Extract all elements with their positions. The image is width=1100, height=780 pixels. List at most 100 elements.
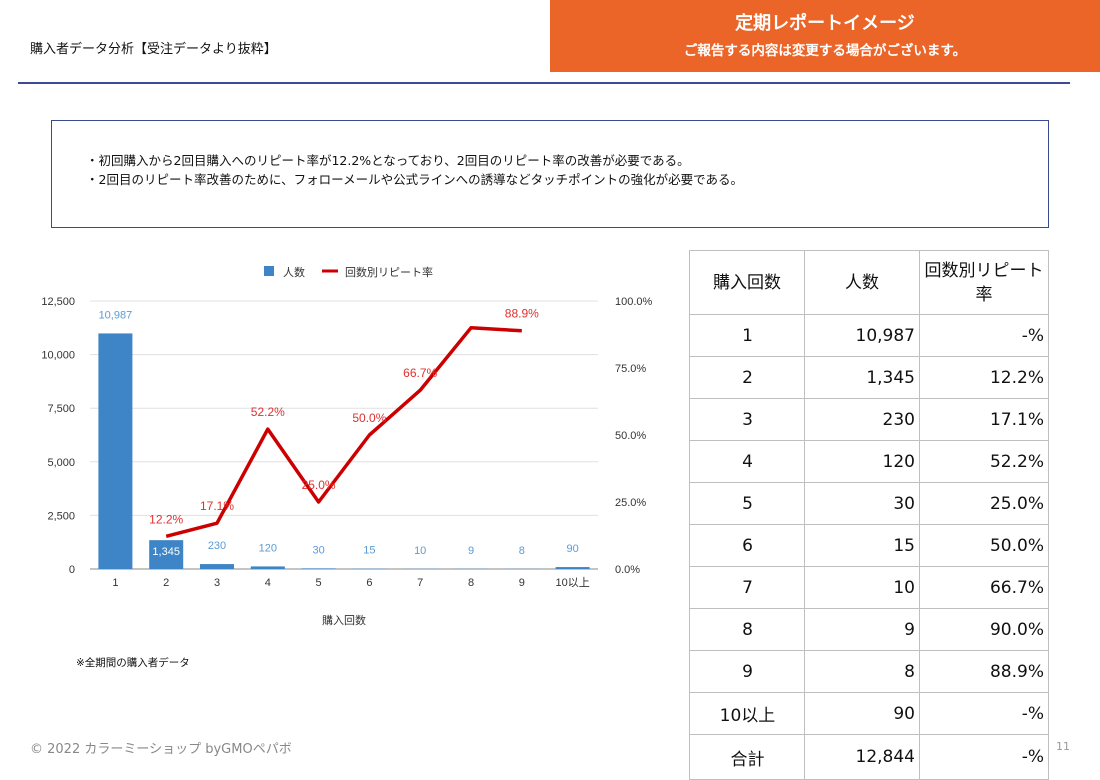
bar: [200, 564, 234, 569]
banner-subtitle: ご報告する内容は変更する場合がございます。: [550, 39, 1100, 59]
table-cell: 66.7%: [920, 567, 1049, 609]
y-left-tick-label: 10,000: [41, 350, 75, 362]
table-header-cell: 購入回数: [690, 251, 805, 315]
table-cell: 30: [805, 483, 920, 525]
line-data-label: 17.1%: [200, 499, 234, 513]
line-data-label: 52.2%: [251, 405, 285, 419]
y-left-tick-label: 2,500: [47, 510, 75, 522]
y-left-tick-label: 7,500: [47, 403, 75, 415]
x-tick-label: 8: [468, 577, 474, 589]
table-cell: -%: [920, 735, 1049, 780]
x-tick-label: 9: [519, 577, 525, 589]
y-right-tick-label: 50.0%: [615, 430, 646, 442]
table-cell: 52.2%: [920, 441, 1049, 483]
table-cell: 8: [805, 651, 920, 693]
y-right-tick-label: 25.0%: [615, 497, 646, 509]
summary-line: ・初回購入から2回目購入へのリピート率が12.2%となっており、2回目のリピート…: [86, 151, 1048, 170]
table-cell: 90: [805, 693, 920, 735]
line-data-label: 88.9%: [505, 307, 539, 321]
table-cell: 90.0%: [920, 609, 1049, 651]
table-cell: 17.1%: [920, 399, 1049, 441]
table-cell: 1,345: [805, 357, 920, 399]
x-axis-title: 購入回数: [322, 613, 366, 627]
bar-data-label: 1,345: [152, 546, 180, 558]
table-cell: 88.9%: [920, 651, 1049, 693]
table-header-row: 購入回数人数回数別リピート率: [690, 251, 1049, 315]
table-cell: 10,987: [805, 315, 920, 357]
table-cell: 2: [690, 357, 805, 399]
x-tick-label: 3: [214, 577, 220, 589]
table-cell: 3: [690, 399, 805, 441]
y-right-tick-label: 75.0%: [615, 363, 646, 375]
table-cell: 合計: [690, 735, 805, 780]
legend-swatch-bar: [264, 266, 274, 276]
y-left-tick-label: 5,000: [47, 457, 75, 469]
table-cell: 50.0%: [920, 525, 1049, 567]
table-cell: 9: [690, 651, 805, 693]
bar-data-label: 30: [312, 544, 324, 556]
bar-data-label: 120: [259, 542, 277, 554]
x-tick-label: 1: [112, 577, 118, 589]
bar-data-label: 90: [566, 543, 578, 555]
bar: [302, 568, 336, 569]
bar-data-label: 8: [519, 545, 525, 557]
x-tick-label: 10以上: [555, 576, 589, 589]
table-cell: 4: [690, 441, 805, 483]
table-cell: -%: [920, 693, 1049, 735]
line-data-label: 50.0%: [352, 411, 386, 425]
table-cell: 5: [690, 483, 805, 525]
legend-label: 回数別リピート率: [345, 265, 433, 279]
summary-box: ・初回購入から2回目購入へのリピート率が12.2%となっており、2回目のリピート…: [51, 120, 1049, 228]
x-tick-label: 6: [366, 577, 372, 589]
table-cell: 7: [690, 567, 805, 609]
y-left-tick-label: 0: [69, 564, 75, 576]
y-right-tick-label: 100.0%: [615, 296, 653, 308]
table-cell: -%: [920, 315, 1049, 357]
table-cell: 10: [805, 567, 920, 609]
bar-data-label: 10,987: [99, 309, 133, 321]
table-cell: 6: [690, 525, 805, 567]
table-cell: 1: [690, 315, 805, 357]
bar: [251, 566, 285, 569]
x-tick-label: 2: [163, 577, 169, 589]
table-cell: 8: [690, 609, 805, 651]
bar: [98, 333, 132, 569]
table-cell: 230: [805, 399, 920, 441]
bar-data-label: 15: [363, 545, 375, 557]
chart-footnote: ※全期間の購入者データ: [76, 655, 190, 670]
table-cell: 12,844: [805, 735, 920, 780]
bar: [556, 567, 590, 569]
table-header-cell: 回数別リピート率: [920, 251, 1049, 315]
y-right-tick-label: 0.0%: [615, 564, 640, 576]
table-cell: 9: [805, 609, 920, 651]
banner-title: 定期レポートイメージ: [550, 9, 1100, 35]
line-data-label: 25.0%: [302, 478, 336, 492]
summary-line: ・2回目のリピート率改善のために、フォローメールや公式ラインへの誘導などタッチポ…: [86, 170, 1048, 189]
repeat-rate-chart: 02,5005,0007,50010,00012,5000.0%25.0%50.…: [0, 245, 680, 665]
page-number: 11: [1056, 740, 1070, 753]
page-title: 購入者データ分析【受注データより抜粋】: [30, 38, 277, 57]
table-cell: 12.2%: [920, 357, 1049, 399]
bar-data-label: 10: [414, 545, 426, 557]
table-cell: 10以上: [690, 693, 805, 735]
bar-data-label: 9: [468, 545, 474, 557]
table-cell: 25.0%: [920, 483, 1049, 525]
x-tick-label: 5: [316, 577, 322, 589]
copyright: © 2022 カラーミーショップ byGMOペパボ: [30, 738, 292, 757]
report-banner: 定期レポートイメージ ご報告する内容は変更する場合がございます。: [550, 0, 1100, 72]
table-cell: 120: [805, 441, 920, 483]
line-data-label: 12.2%: [149, 512, 183, 526]
bar-data-label: 230: [208, 540, 226, 552]
x-tick-label: 4: [265, 577, 271, 589]
